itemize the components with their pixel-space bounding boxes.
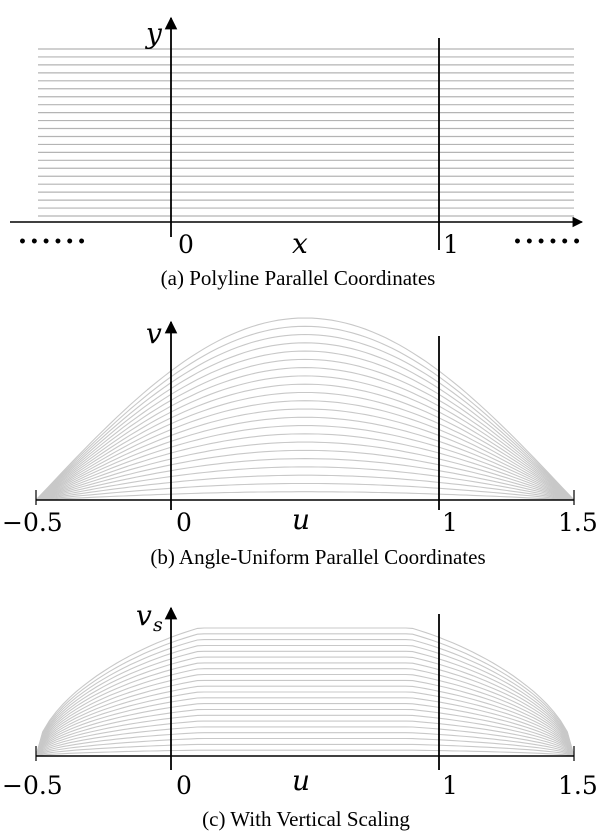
- panel-a-y-label: y: [144, 17, 163, 50]
- curve-6: [35, 720, 575, 757]
- curve-11: [35, 691, 575, 757]
- curve-3: [35, 474, 575, 501]
- curve-2: [35, 482, 575, 501]
- curve-4: [35, 466, 575, 501]
- curve-5: [35, 726, 575, 757]
- curve-21: [35, 633, 575, 757]
- panel-b: v u −0.5 0 1 1.5 (b) Angle-Uniform Paral…: [2, 317, 598, 569]
- curve-22: [35, 627, 575, 757]
- panel-a-horizontal-lines: [38, 48, 574, 217]
- curve-18: [35, 350, 575, 501]
- curve-2: [35, 743, 575, 757]
- curve-12: [35, 685, 575, 757]
- panel-b-curves: [35, 317, 575, 501]
- panel-a-tick-0: 0: [178, 230, 194, 259]
- panel-c-caption: (c) With Vertical Scaling: [202, 807, 410, 831]
- curve-15: [35, 375, 575, 501]
- panel-a-tick-1: 1: [443, 230, 459, 259]
- curve-9: [35, 424, 575, 501]
- curve-13: [35, 679, 575, 757]
- panel-a-left-ellipsis: • • • • • •: [18, 234, 85, 250]
- panel-c-tick-0: 0: [176, 771, 192, 800]
- curve-19: [35, 644, 575, 757]
- panel-a-caption: (a) Polyline Parallel Coordinates: [161, 266, 436, 290]
- panel-b-x-label: u: [292, 503, 310, 536]
- panel-c-tick-1: 1: [442, 771, 458, 800]
- panel-a-right-ellipsis: • • • • • •: [513, 234, 580, 250]
- curve-7: [35, 714, 575, 757]
- curve-15: [35, 668, 575, 757]
- curve-18: [35, 650, 575, 757]
- curve-20: [35, 333, 575, 501]
- panel-b-tick-0: 0: [176, 508, 192, 537]
- panel-b-tick-neg0_5: −0.5: [2, 508, 63, 537]
- curve-6: [35, 449, 575, 501]
- panel-c-curves: [35, 627, 575, 757]
- panel-b-y-label: v: [146, 317, 162, 350]
- curve-16: [35, 662, 575, 757]
- curve-17: [35, 358, 575, 501]
- curve-8: [35, 708, 575, 757]
- curve-17: [35, 656, 575, 757]
- panel-c-y-label-subscript: s: [153, 614, 163, 636]
- curve-19: [35, 342, 575, 501]
- curve-1: [35, 491, 575, 501]
- panel-c-tick-neg0_5: −0.5: [2, 771, 63, 800]
- curve-20: [35, 639, 575, 757]
- curve-5: [35, 458, 575, 501]
- curve-11: [35, 408, 575, 501]
- curve-8: [35, 433, 575, 501]
- panel-a: y x 0 1 • • • • • • • • • • • • (a) Poly…: [10, 16, 584, 290]
- panel-c-x-label: u: [292, 764, 310, 797]
- curve-1: [35, 749, 575, 757]
- curve-7: [35, 441, 575, 501]
- curve-9: [35, 703, 575, 757]
- panel-b-tick-1: 1: [442, 508, 458, 537]
- curve-22: [35, 317, 575, 501]
- curve-12: [35, 400, 575, 501]
- panel-b-tick-1_5: 1.5: [558, 508, 598, 537]
- curve-13: [35, 391, 575, 501]
- curve-16: [35, 367, 575, 501]
- curve-14: [35, 673, 575, 757]
- panel-c-tick-1_5: 1.5: [558, 771, 598, 800]
- panel-b-caption: (b) Angle-Uniform Parallel Coordinates: [150, 545, 485, 569]
- curve-3: [35, 737, 575, 757]
- panel-c-y-label: v: [136, 599, 152, 632]
- panel-a-x-label: x: [292, 227, 308, 260]
- curve-10: [35, 697, 575, 757]
- curve-10: [35, 416, 575, 501]
- curve-21: [35, 325, 575, 501]
- panel-c: v s u −0.5 0 1 1.5 (c) With Vertical Sca…: [2, 599, 598, 831]
- curve-4: [35, 732, 575, 757]
- curve-14: [35, 383, 575, 501]
